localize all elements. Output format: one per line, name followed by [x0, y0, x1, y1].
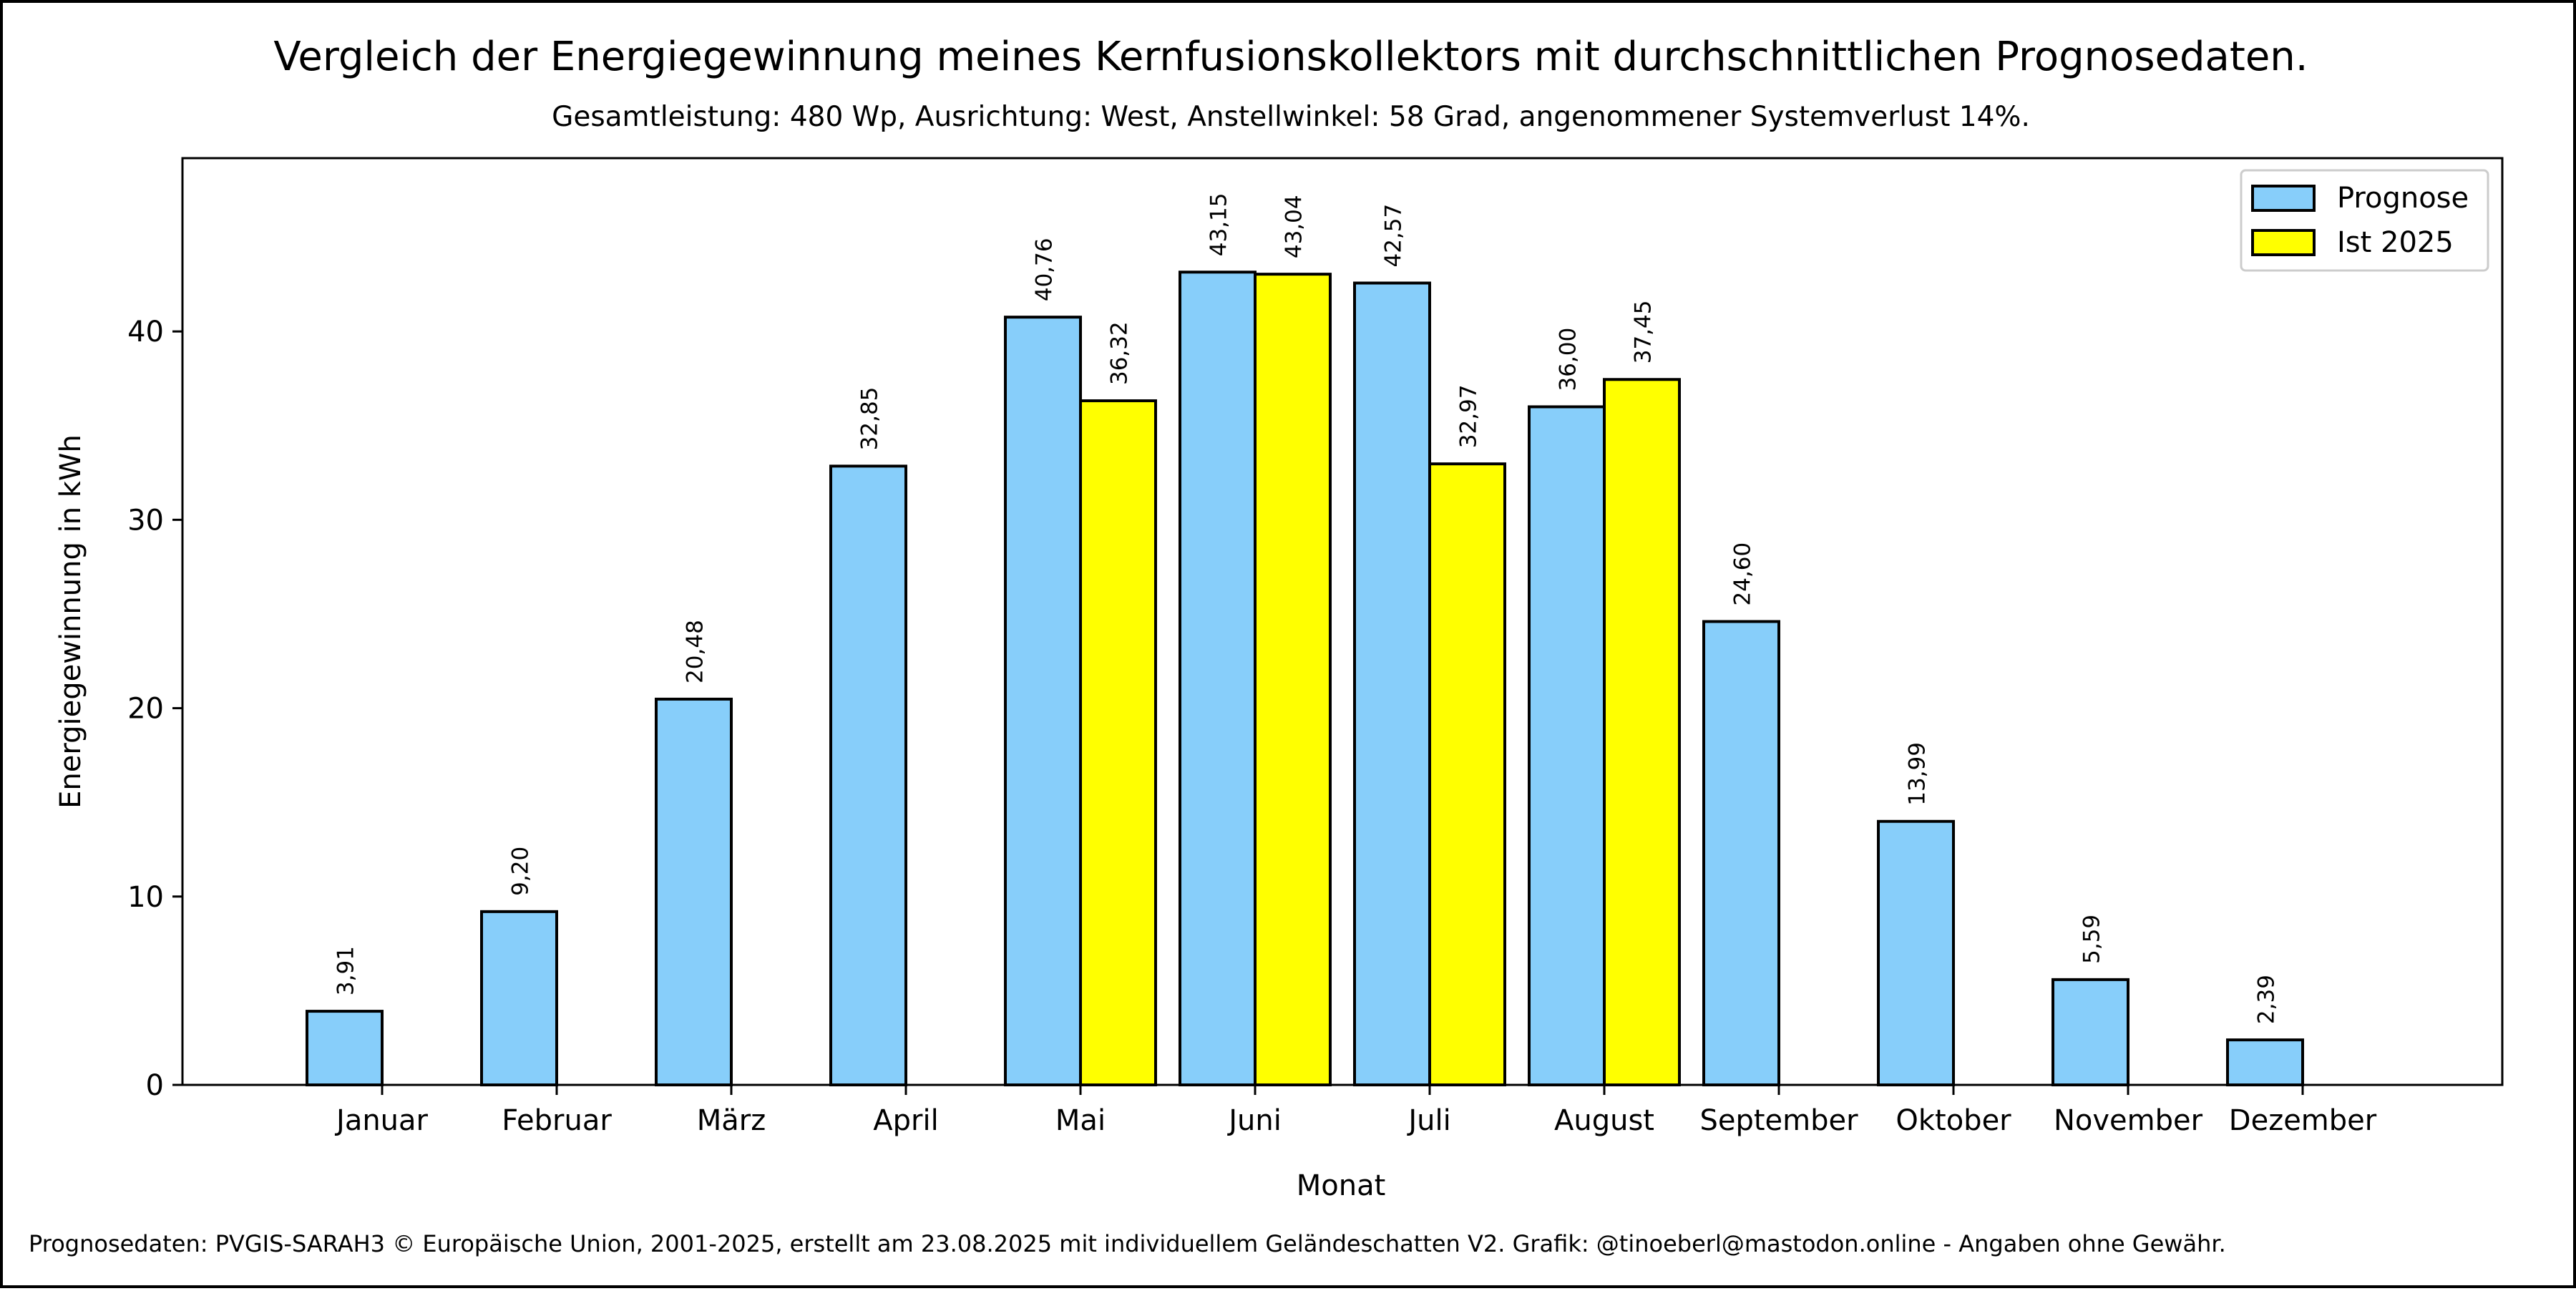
legend: Prognose Ist 2025	[2240, 169, 2489, 272]
plot-area-border	[181, 157, 2504, 1086]
footnote: Prognosedaten: PVGIS-SARAH3 © Europäisch…	[29, 1230, 2226, 1257]
x-tick-label: Januar	[334, 1104, 429, 1137]
chart-subtitle: Gesamtleistung: 480 Wp, Ausrichtung: Wes…	[552, 101, 2030, 133]
bar-ist-2025-6	[1428, 462, 1506, 1086]
y-tick-label: 20	[127, 693, 164, 726]
x-tick-label: April	[873, 1104, 938, 1137]
bar-value-label: 40,76	[1032, 238, 1058, 301]
x-tick-label: Mai	[1055, 1104, 1106, 1137]
bar-value-label: 13,99	[1905, 742, 1931, 806]
bar-value-label: 9,20	[508, 847, 534, 896]
bar-prognose-9	[1877, 819, 1955, 1087]
bar-prognose-6	[1353, 281, 1431, 1086]
bar-prognose-4	[1004, 316, 1082, 1087]
bar-prognose-10	[2051, 978, 2129, 1087]
x-axis: Januar Februar März April Mai Juni Juli August S…	[334, 1085, 2377, 1137]
x-tick-label: November	[2054, 1104, 2203, 1137]
bar-value-label: 43,15	[1206, 193, 1232, 256]
bar-value-label: 42,57	[1381, 204, 1407, 268]
bar-prognose-11	[2226, 1038, 2304, 1087]
bar-group	[306, 271, 2304, 1087]
bar-value-label: 37,45	[1631, 301, 1657, 364]
bar-prognose-7	[1528, 405, 1606, 1086]
y-tick-label: 0	[146, 1069, 164, 1102]
bar-value-label: 3,91	[333, 946, 359, 995]
legend-entry-1: Ist 2025	[2337, 226, 2454, 259]
legend-swatch-1	[2251, 229, 2316, 256]
y-axis-label: Energiegewinnung in kWh	[54, 434, 87, 809]
bar-ist-2025-5	[1254, 273, 1332, 1087]
bar-value-label: 43,04	[1282, 195, 1307, 258]
bar-value-label: 36,00	[1556, 328, 1581, 391]
legend-entry-0: Prognose	[2337, 182, 2469, 215]
x-tick-label: September	[1699, 1104, 1858, 1137]
bar-prognose-3	[829, 464, 907, 1086]
bar-value-label: 2,39	[2254, 975, 2280, 1024]
bar-prognose-5	[1179, 271, 1257, 1086]
bar-label-group: 3,91 9,20 20,48 32,85 40,76 43,15 42,57 36,00 24…	[333, 193, 2280, 1024]
bar-value-label: 36,32	[1107, 321, 1133, 385]
bar-prognose-1	[480, 910, 558, 1087]
y-tick-label: 30	[127, 504, 164, 537]
bar-ist-2025-4	[1079, 399, 1157, 1086]
chart-title: Vergleich der Energiegewinnung meines Ke…	[273, 34, 2308, 80]
x-tick-label: Juli	[1406, 1104, 1450, 1137]
bar-value-label: 20,48	[683, 620, 708, 683]
x-tick-label: März	[697, 1104, 766, 1137]
bar-prognose-8	[1702, 620, 1780, 1086]
bar-value-label: 5,59	[2079, 915, 2105, 964]
bar-prognose-2	[655, 697, 733, 1086]
bar-ist-2025-7	[1603, 378, 1681, 1086]
x-tick-label: August	[1554, 1104, 1654, 1137]
y-axis: 0 10 20 30 40	[127, 316, 182, 1102]
x-axis-label: Monat	[1297, 1169, 1386, 1202]
y-tick-label: 10	[127, 881, 164, 914]
y-tick-label: 40	[127, 316, 164, 349]
x-tick-label: Februar	[502, 1104, 612, 1137]
legend-swatch-0	[2251, 185, 2316, 212]
bar-value-label: 24,60	[1730, 542, 1756, 606]
bar-value-label: 32,85	[857, 387, 883, 451]
x-tick-label: Dezember	[2229, 1104, 2377, 1137]
x-tick-label: Juni	[1226, 1104, 1282, 1137]
chart: Vergleich der Energiegewinnung meines Ke…	[29, 34, 2504, 1257]
x-tick-label: Oktober	[1896, 1104, 2011, 1137]
bar-value-label: 32,97	[1456, 384, 1482, 448]
bar-prognose-0	[306, 1010, 384, 1086]
